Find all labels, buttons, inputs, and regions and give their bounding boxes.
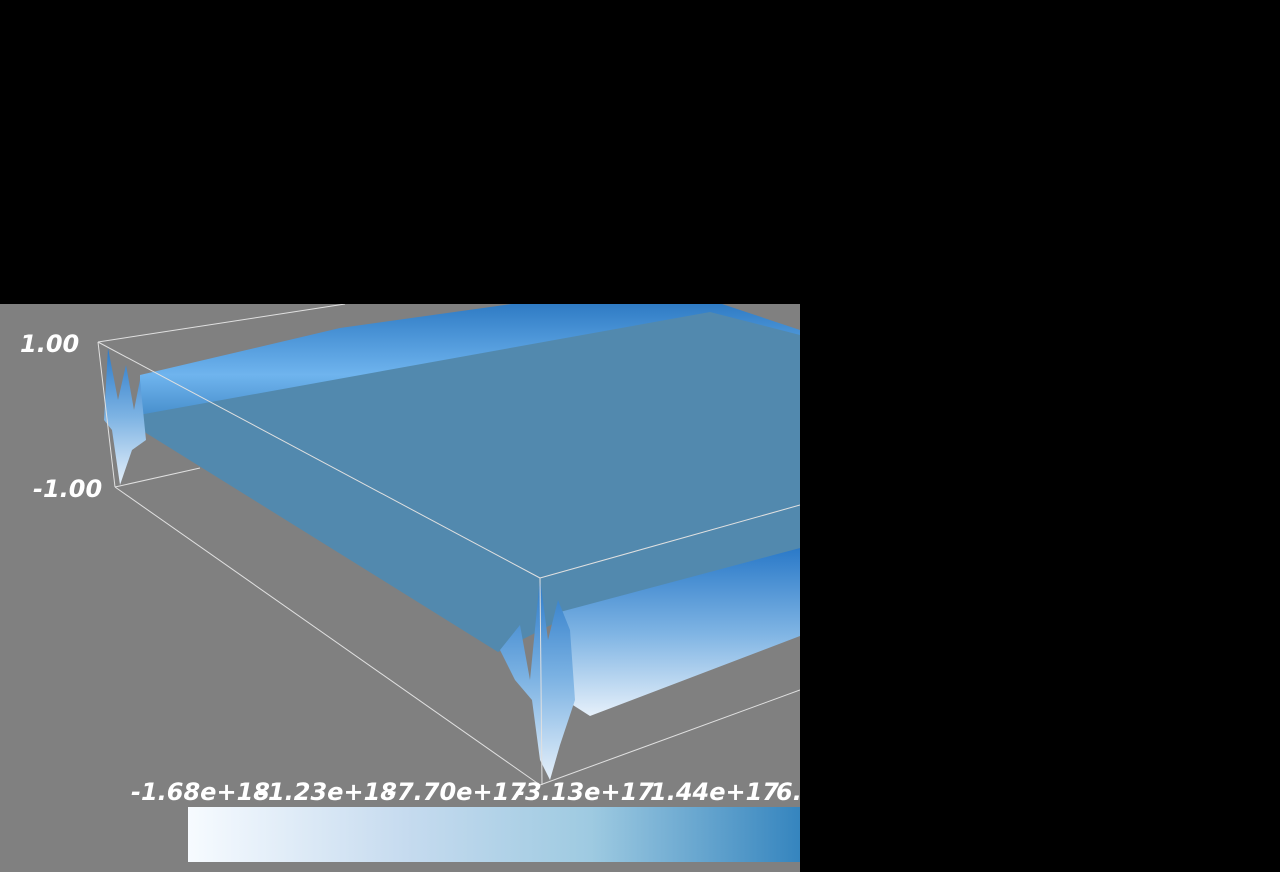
bounding-box [97,304,800,786]
axis-label: -1.00 [33,475,102,503]
colorbar-label: -3.13e+17 [515,778,654,806]
axis-label: 1.00 [20,330,79,358]
colorbar-label: 6.01e+17 [776,778,905,806]
left-spikes [104,348,146,485]
colorbar-label: -7.70e+17 [387,778,526,806]
viewport: 1.00 -1.00 -1.68e+18-1.23e+18-7.70e+17-3… [0,304,905,872]
front-spikes [500,578,575,780]
front-ridge [560,548,800,716]
colorbar-label: -1.68e+18 [131,778,270,806]
colorbar-label: -1.23e+18 [258,778,397,806]
surface-plane [122,312,800,652]
colorbar-label: 1.44e+17 [650,778,779,806]
colorbar [188,807,800,862]
